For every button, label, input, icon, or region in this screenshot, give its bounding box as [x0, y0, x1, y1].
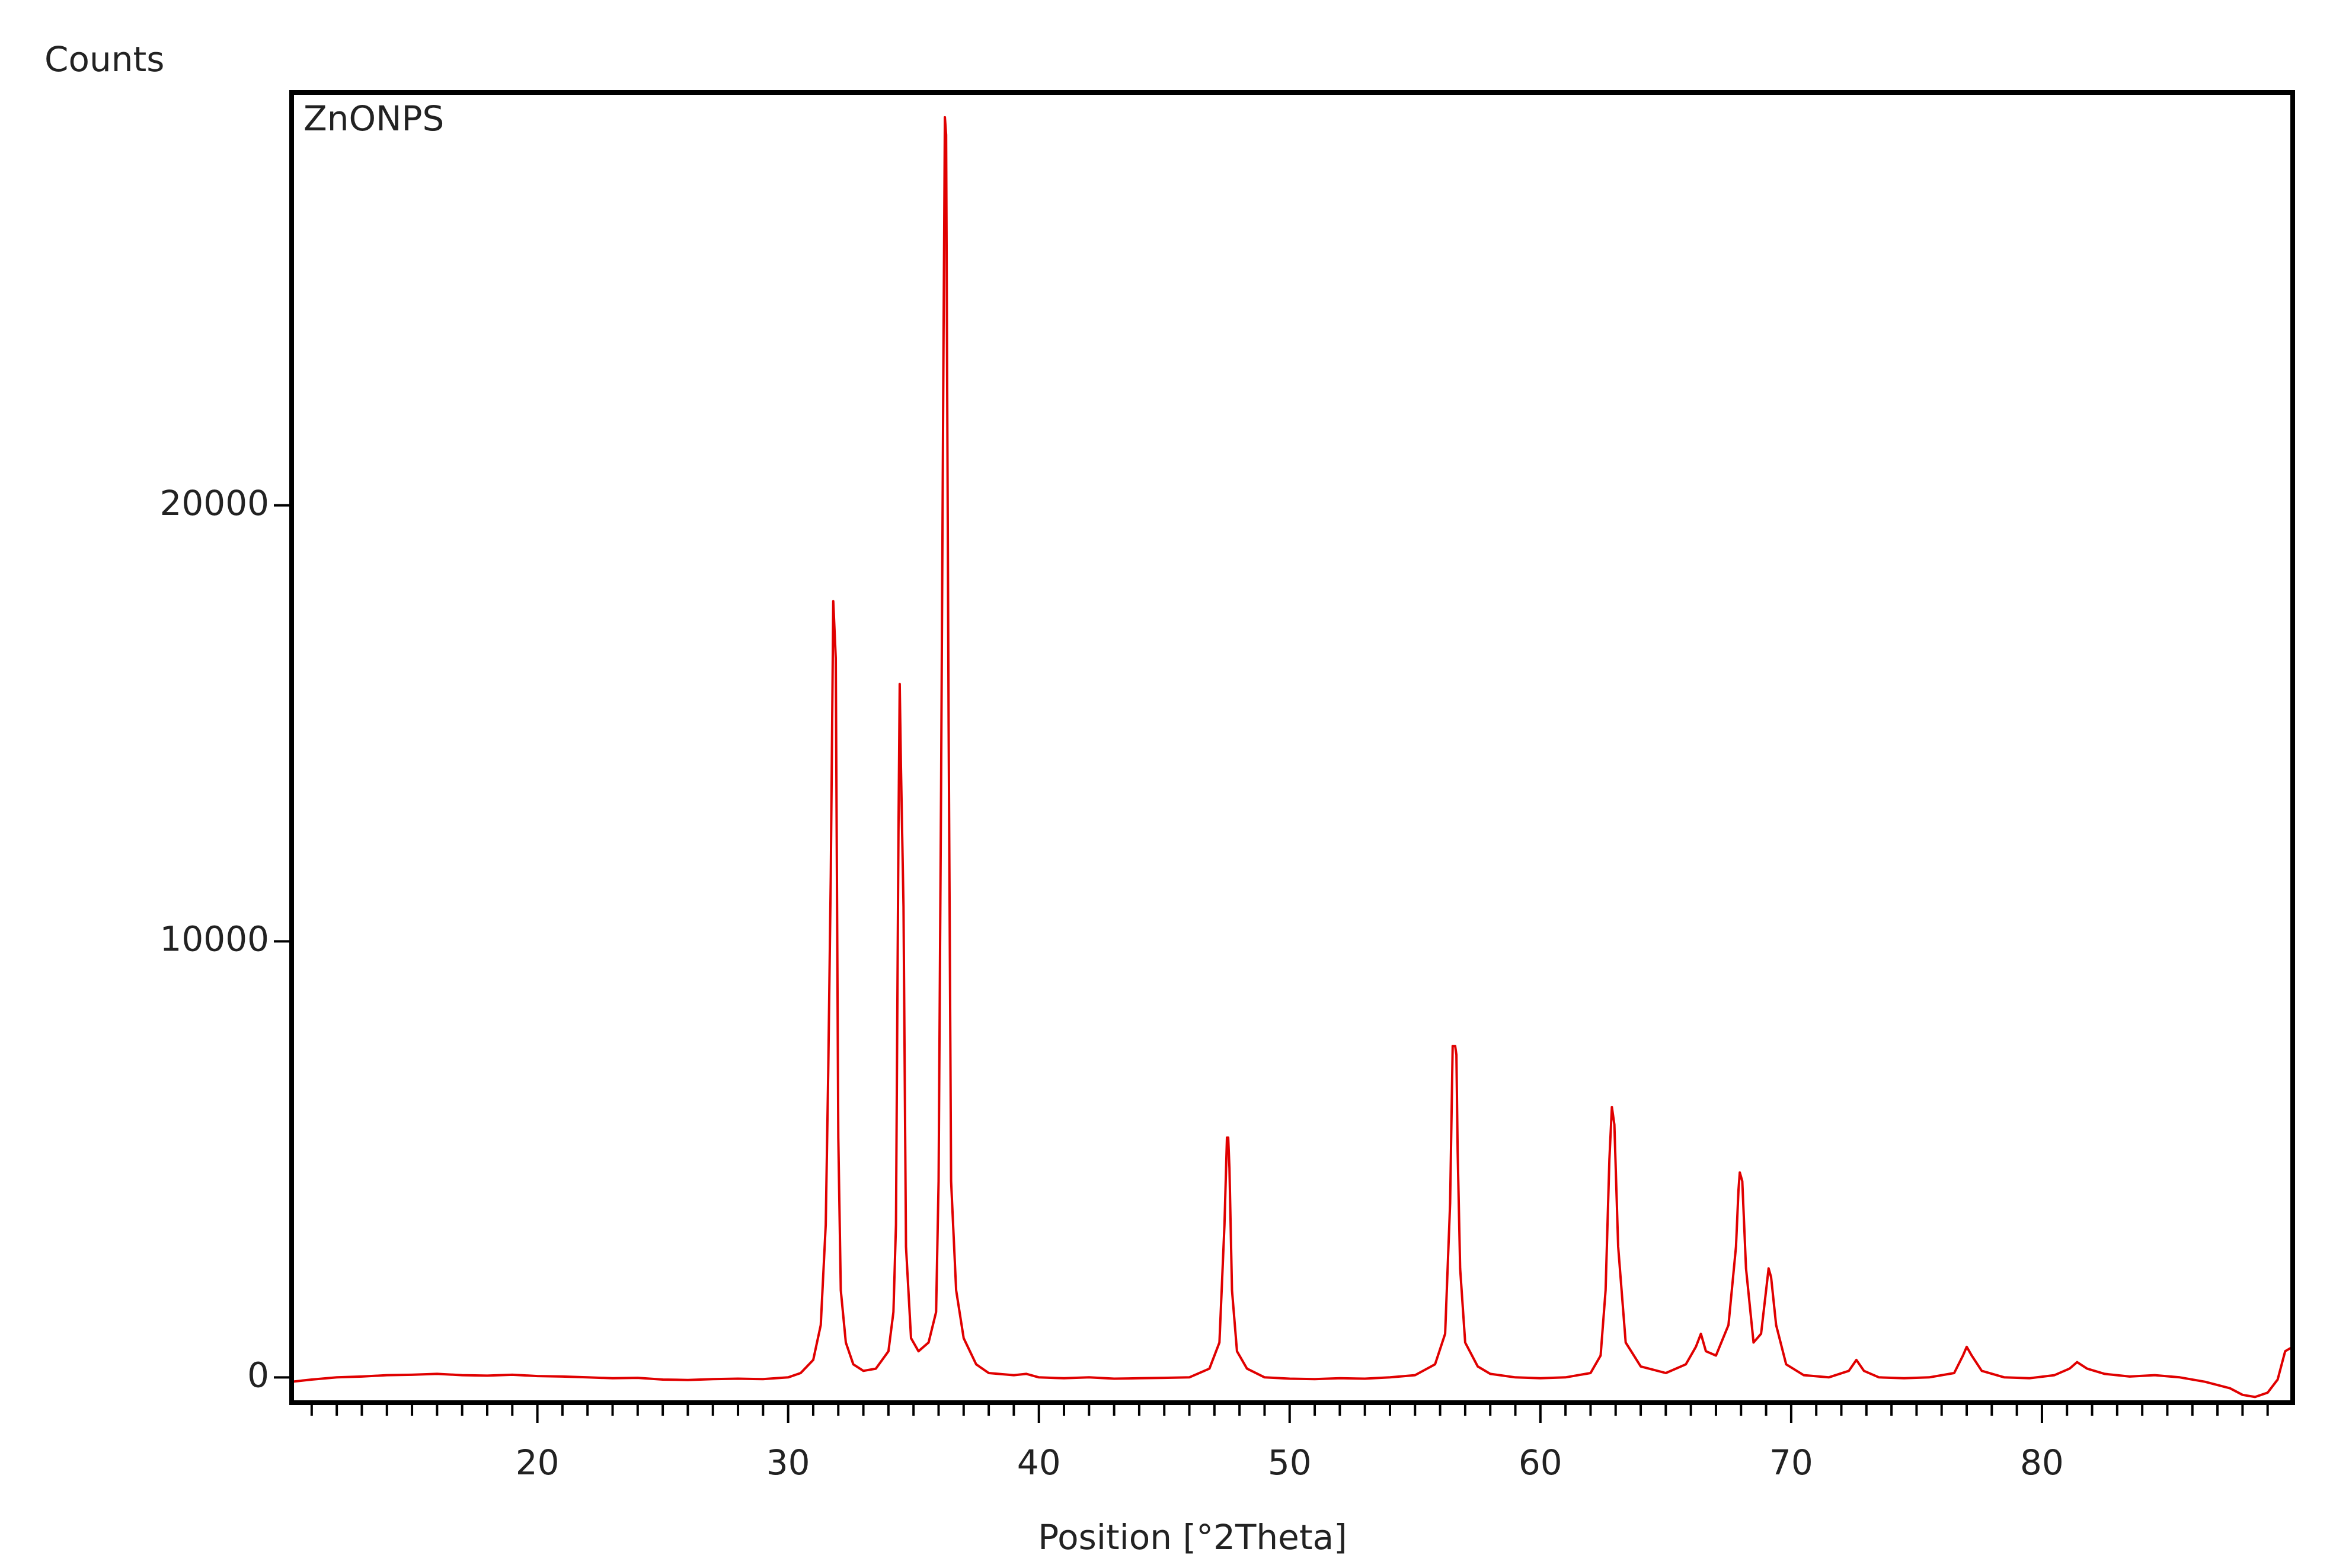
x-tick-label: 40	[1017, 1442, 1061, 1483]
x-tick-label: 60	[1519, 1442, 1562, 1483]
y-axis-title: Counts	[44, 39, 164, 79]
plot-frame	[289, 90, 2295, 1405]
x-tick-label: 80	[2020, 1442, 2064, 1483]
y-tick-label: 0	[247, 1355, 269, 1395]
x-tick-label: 20	[516, 1442, 560, 1483]
y-tick-label: 10000	[159, 919, 269, 959]
data-line	[291, 116, 2294, 1399]
x-axis-title: Position [°2Theta]	[1038, 1517, 1347, 1557]
y-tick-label: 20000	[159, 483, 269, 523]
x-tick-label: 70	[1769, 1442, 1813, 1483]
series-label: ZnONPS	[303, 98, 444, 139]
x-tick-label: 30	[766, 1442, 810, 1483]
x-tick-label: 50	[1268, 1442, 1312, 1483]
